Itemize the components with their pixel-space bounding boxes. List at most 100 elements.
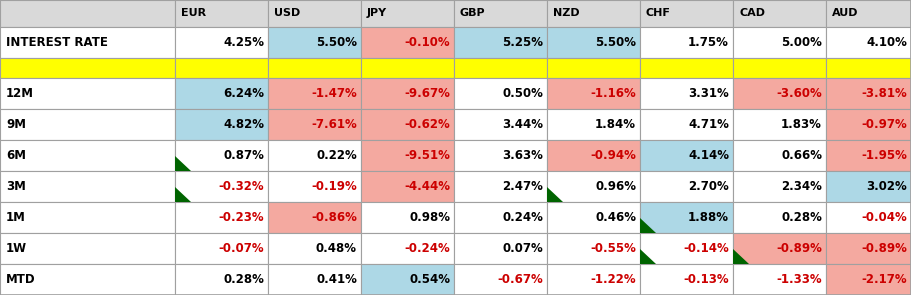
Bar <box>454 171 547 202</box>
Bar <box>361 233 454 264</box>
Bar <box>547 233 640 264</box>
Bar <box>733 202 826 233</box>
Bar <box>640 264 733 295</box>
Text: AUD: AUD <box>832 9 858 19</box>
Text: 1M: 1M <box>6 211 26 224</box>
Bar <box>175 171 268 202</box>
Text: 2.47%: 2.47% <box>502 180 543 193</box>
Text: 0.50%: 0.50% <box>502 87 543 100</box>
Bar <box>454 140 547 171</box>
Bar <box>826 109 911 140</box>
Bar <box>0 58 175 78</box>
Bar <box>454 233 547 264</box>
Bar <box>268 109 361 140</box>
Text: 1W: 1W <box>6 242 27 255</box>
Bar <box>547 171 640 202</box>
Text: 0.48%: 0.48% <box>316 242 357 255</box>
Bar <box>826 140 911 171</box>
Polygon shape <box>547 186 562 202</box>
Bar <box>175 233 268 264</box>
Text: -0.19%: -0.19% <box>312 180 357 193</box>
Text: 4.25%: 4.25% <box>223 36 264 49</box>
Text: 0.98%: 0.98% <box>409 211 450 224</box>
Text: -0.67%: -0.67% <box>497 273 543 286</box>
Bar <box>361 109 454 140</box>
Bar <box>733 0 826 27</box>
Bar <box>640 171 733 202</box>
Bar <box>268 202 361 233</box>
Bar <box>0 264 175 295</box>
Text: -9.67%: -9.67% <box>404 87 450 100</box>
Bar <box>547 140 640 171</box>
Bar <box>0 109 175 140</box>
Bar <box>0 202 175 233</box>
Text: NZD: NZD <box>553 9 579 19</box>
Text: -0.23%: -0.23% <box>219 211 264 224</box>
Text: 0.96%: 0.96% <box>595 180 636 193</box>
Bar <box>268 233 361 264</box>
Bar <box>640 78 733 109</box>
Bar <box>547 58 640 78</box>
Bar <box>175 27 268 58</box>
Text: 0.07%: 0.07% <box>502 242 543 255</box>
Bar <box>826 0 911 27</box>
Bar <box>547 202 640 233</box>
Text: 5.25%: 5.25% <box>502 36 543 49</box>
Text: CAD: CAD <box>739 9 765 19</box>
Polygon shape <box>175 186 190 202</box>
Bar <box>733 109 826 140</box>
Text: 3.44%: 3.44% <box>502 118 543 131</box>
Text: 4.14%: 4.14% <box>688 149 729 162</box>
Bar <box>175 109 268 140</box>
Polygon shape <box>640 248 656 264</box>
Bar <box>547 78 640 109</box>
Text: 6.24%: 6.24% <box>223 87 264 100</box>
Polygon shape <box>175 155 190 171</box>
Bar <box>733 78 826 109</box>
Bar <box>640 109 733 140</box>
Bar <box>268 171 361 202</box>
Text: 9M: 9M <box>6 118 26 131</box>
Text: MTD: MTD <box>6 273 36 286</box>
Bar <box>547 264 640 295</box>
Bar <box>454 78 547 109</box>
Text: EUR: EUR <box>181 9 206 19</box>
Text: 3.31%: 3.31% <box>688 87 729 100</box>
Bar <box>547 0 640 27</box>
Bar <box>733 140 826 171</box>
Text: 4.71%: 4.71% <box>688 118 729 131</box>
Text: -2.17%: -2.17% <box>862 273 907 286</box>
Polygon shape <box>640 217 656 233</box>
Bar <box>175 264 268 295</box>
Text: 1.88%: 1.88% <box>688 211 729 224</box>
Bar <box>826 171 911 202</box>
Text: 0.46%: 0.46% <box>595 211 636 224</box>
Text: 3.63%: 3.63% <box>502 149 543 162</box>
Text: -0.10%: -0.10% <box>404 36 450 49</box>
Bar <box>640 27 733 58</box>
Bar <box>826 27 911 58</box>
Text: -1.22%: -1.22% <box>590 273 636 286</box>
Bar <box>826 264 911 295</box>
Bar <box>361 58 454 78</box>
Bar <box>268 264 361 295</box>
Text: 4.82%: 4.82% <box>223 118 264 131</box>
Bar <box>0 27 175 58</box>
Text: 3.02%: 3.02% <box>866 180 907 193</box>
Bar <box>547 27 640 58</box>
Text: -0.04%: -0.04% <box>861 211 907 224</box>
Text: -3.60%: -3.60% <box>776 87 822 100</box>
Text: 0.66%: 0.66% <box>781 149 822 162</box>
Text: 12M: 12M <box>6 87 34 100</box>
Bar <box>175 202 268 233</box>
Text: 4.10%: 4.10% <box>866 36 907 49</box>
Text: -0.32%: -0.32% <box>219 180 264 193</box>
Bar <box>268 27 361 58</box>
Text: 0.87%: 0.87% <box>223 149 264 162</box>
Text: -0.07%: -0.07% <box>219 242 264 255</box>
Text: -0.97%: -0.97% <box>861 118 907 131</box>
Bar <box>0 140 175 171</box>
Bar <box>826 78 911 109</box>
Bar <box>826 202 911 233</box>
Text: 1.83%: 1.83% <box>781 118 822 131</box>
